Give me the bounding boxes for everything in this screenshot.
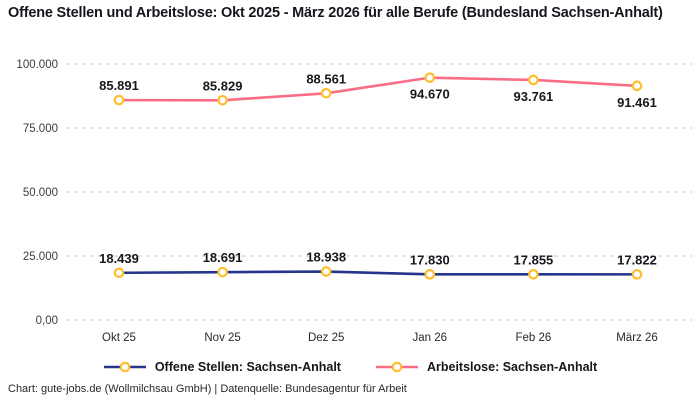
data-point-value-label: 85.891 [99, 78, 139, 93]
series-line [117, 76, 639, 102]
data-point-value-label: 88.561 [306, 71, 346, 86]
data-point-value-label: 18.439 [99, 251, 139, 266]
legend-item-arbeitslose[interactable]: Arbeitslose: Sachsen-Anhalt [375, 360, 597, 374]
data-point-marker[interactable] [424, 269, 436, 280]
chart-title: Offene Stellen und Arbeitslose: Okt 2025… [8, 5, 663, 21]
data-point-value-label: 93.761 [514, 89, 554, 104]
attribution-text: Chart: gute-jobs.de (Wollmilchsau GmbH) … [8, 383, 407, 395]
data-point-marker[interactable] [528, 74, 539, 86]
y-axis-tick-label: 0,00 [36, 315, 58, 327]
data-point-marker[interactable] [113, 94, 125, 106]
legend-label: Offene Stellen: Sachsen-Anhalt [154, 360, 341, 374]
data-point-marker[interactable] [528, 268, 539, 280]
x-axis-tick-label: Dez 25 [308, 332, 344, 344]
data-point-value-label: 85.829 [203, 78, 243, 93]
x-axis-tick-label: Feb 26 [515, 332, 551, 344]
x-axis-tick-label: Okt 25 [102, 332, 136, 344]
x-axis-tick-label: Jan 26 [413, 332, 448, 344]
legend-swatch-line-marker-icon [375, 361, 418, 373]
legend-item-offene-stellen[interactable]: Offene Stellen: Sachsen-Anhalt [103, 360, 341, 374]
chart-legend: Offene Stellen: Sachsen-Anhalt Arbeitslo… [0, 360, 700, 374]
data-point-marker[interactable] [320, 87, 332, 99]
data-point-value-label: 18.938 [306, 250, 346, 265]
legend-label: Arbeitslose: Sachsen-Anhalt [426, 360, 598, 374]
data-point-marker[interactable] [217, 266, 228, 278]
x-axis-tick-label: März 26 [616, 332, 658, 344]
legend-swatch-line-marker-icon [103, 361, 146, 373]
y-axis-tick-label: 25.000 [23, 251, 58, 263]
data-point-value-label: 94.670 [410, 87, 450, 102]
x-axis-tick-label: Nov 25 [204, 332, 240, 344]
y-axis-tick-label: 75.000 [23, 123, 58, 135]
data-point-marker[interactable] [320, 266, 332, 277]
data-point-value-label: 17.822 [617, 252, 657, 267]
data-point-value-label: 91.461 [617, 95, 657, 110]
data-point-marker[interactable] [113, 267, 125, 279]
y-axis-tick-label: 100.000 [16, 59, 58, 71]
series-line [117, 270, 639, 276]
data-point-marker[interactable] [424, 72, 436, 83]
data-point-marker[interactable] [631, 269, 643, 280]
line-chart: 0,00 25.000 50.000 75.000 100.000 Okt 25 Nov 2… [16, 59, 692, 344]
data-point-marker[interactable] [217, 94, 228, 106]
data-point-marker[interactable] [631, 80, 643, 92]
y-axis-tick-label: 50.000 [23, 187, 58, 199]
data-point-value-label: 17.830 [410, 252, 450, 267]
data-point-value-label: 18.691 [203, 250, 243, 265]
data-point-value-label: 17.855 [514, 252, 554, 267]
